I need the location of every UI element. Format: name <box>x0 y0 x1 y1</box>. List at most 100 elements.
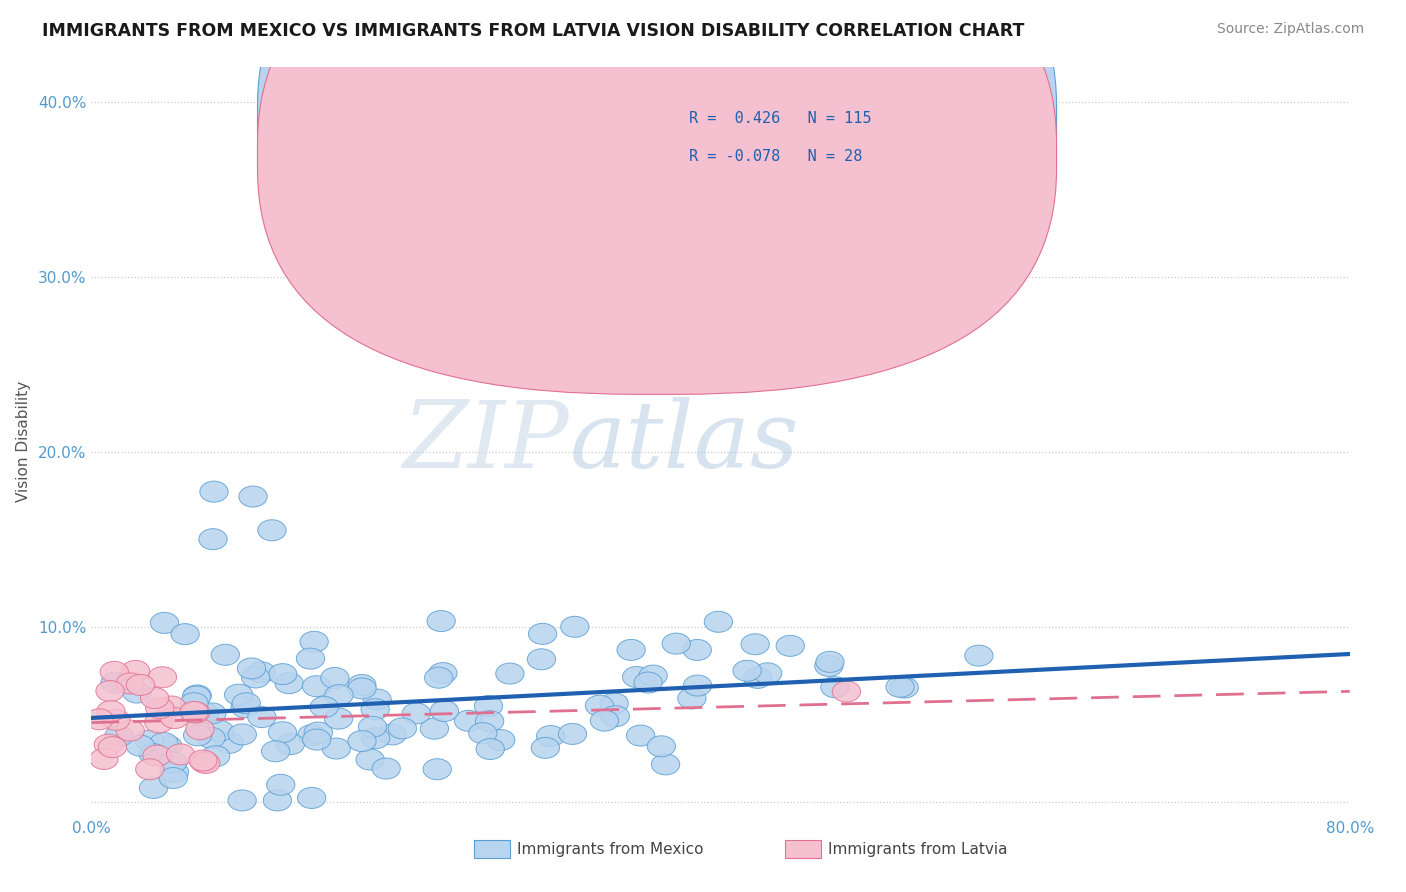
Ellipse shape <box>247 662 276 683</box>
Ellipse shape <box>146 698 174 719</box>
Ellipse shape <box>183 685 211 706</box>
Ellipse shape <box>190 751 218 772</box>
Ellipse shape <box>361 728 389 748</box>
Ellipse shape <box>269 664 297 685</box>
Ellipse shape <box>201 746 229 767</box>
Ellipse shape <box>832 681 860 702</box>
Ellipse shape <box>157 696 186 717</box>
Ellipse shape <box>359 716 387 738</box>
Ellipse shape <box>135 731 163 751</box>
Ellipse shape <box>537 725 565 747</box>
Ellipse shape <box>486 730 515 750</box>
Ellipse shape <box>211 644 239 665</box>
Ellipse shape <box>430 700 458 722</box>
Ellipse shape <box>325 708 353 729</box>
Ellipse shape <box>181 702 209 723</box>
Ellipse shape <box>425 667 453 689</box>
Ellipse shape <box>141 688 169 708</box>
Ellipse shape <box>496 663 524 684</box>
Ellipse shape <box>186 719 214 739</box>
Ellipse shape <box>561 616 589 637</box>
Ellipse shape <box>322 738 350 759</box>
Text: ZIP: ZIP <box>404 397 569 486</box>
Ellipse shape <box>454 710 482 731</box>
Ellipse shape <box>198 703 226 724</box>
Ellipse shape <box>269 722 297 743</box>
Ellipse shape <box>298 724 326 746</box>
Ellipse shape <box>623 666 651 688</box>
Ellipse shape <box>477 739 505 759</box>
Ellipse shape <box>347 731 377 752</box>
Ellipse shape <box>733 660 761 681</box>
Ellipse shape <box>96 681 124 701</box>
Ellipse shape <box>121 660 149 681</box>
Ellipse shape <box>127 674 155 696</box>
Ellipse shape <box>378 724 406 745</box>
Text: R = -0.078   N = 28: R = -0.078 N = 28 <box>689 149 862 163</box>
FancyBboxPatch shape <box>257 0 1056 394</box>
Ellipse shape <box>267 774 295 796</box>
Ellipse shape <box>776 635 804 657</box>
Ellipse shape <box>276 673 304 694</box>
Ellipse shape <box>683 640 711 660</box>
Ellipse shape <box>468 723 496 744</box>
Ellipse shape <box>149 732 179 754</box>
Ellipse shape <box>356 749 384 770</box>
Ellipse shape <box>159 767 187 789</box>
Ellipse shape <box>242 667 270 688</box>
Ellipse shape <box>160 707 188 729</box>
Ellipse shape <box>429 663 457 683</box>
Ellipse shape <box>363 689 391 710</box>
Text: atlas: atlas <box>569 397 799 486</box>
Ellipse shape <box>238 658 266 679</box>
Ellipse shape <box>145 712 173 733</box>
Ellipse shape <box>585 695 613 716</box>
Ellipse shape <box>361 698 389 720</box>
Y-axis label: Vision Disability: Vision Disability <box>15 381 31 502</box>
Ellipse shape <box>638 665 668 686</box>
Ellipse shape <box>297 648 325 669</box>
Ellipse shape <box>814 656 844 676</box>
Ellipse shape <box>347 678 377 699</box>
Ellipse shape <box>347 674 375 696</box>
Ellipse shape <box>184 725 212 746</box>
Ellipse shape <box>299 632 328 652</box>
Ellipse shape <box>423 759 451 780</box>
Ellipse shape <box>117 673 145 694</box>
Ellipse shape <box>172 624 200 645</box>
Ellipse shape <box>101 709 129 731</box>
Ellipse shape <box>886 676 914 698</box>
Ellipse shape <box>475 711 503 731</box>
Ellipse shape <box>309 697 339 717</box>
Ellipse shape <box>302 676 330 697</box>
Ellipse shape <box>188 750 217 771</box>
Ellipse shape <box>558 723 586 745</box>
Ellipse shape <box>101 672 129 693</box>
Ellipse shape <box>86 709 114 730</box>
Ellipse shape <box>139 744 167 764</box>
Ellipse shape <box>420 718 449 739</box>
Ellipse shape <box>527 648 555 670</box>
Ellipse shape <box>754 663 782 684</box>
Ellipse shape <box>647 736 675 756</box>
Ellipse shape <box>627 725 655 746</box>
Ellipse shape <box>228 790 256 811</box>
Ellipse shape <box>105 725 134 747</box>
Ellipse shape <box>160 762 188 782</box>
Ellipse shape <box>191 753 219 773</box>
Ellipse shape <box>183 686 211 707</box>
Ellipse shape <box>159 752 187 772</box>
Ellipse shape <box>205 721 233 741</box>
Text: Immigrants from Latvia: Immigrants from Latvia <box>828 842 1008 856</box>
Ellipse shape <box>600 693 628 714</box>
Ellipse shape <box>197 727 225 748</box>
Ellipse shape <box>704 611 733 632</box>
Text: Immigrants from Mexico: Immigrants from Mexico <box>517 842 704 856</box>
Ellipse shape <box>388 718 416 739</box>
Ellipse shape <box>200 481 228 502</box>
Ellipse shape <box>180 693 208 714</box>
Ellipse shape <box>304 722 332 743</box>
Ellipse shape <box>634 672 662 693</box>
Text: Source: ZipAtlas.com: Source: ZipAtlas.com <box>1216 22 1364 37</box>
Ellipse shape <box>239 486 267 507</box>
